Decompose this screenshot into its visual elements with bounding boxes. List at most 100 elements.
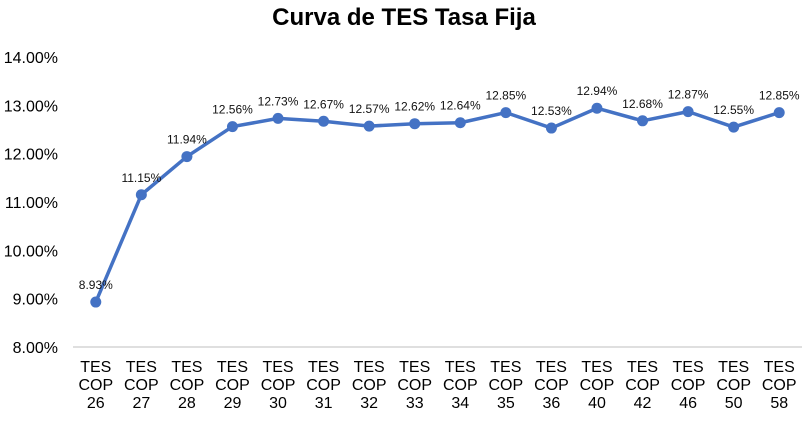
x-tick-label-line: TES xyxy=(262,359,293,376)
x-tick-label: TES COP 42 xyxy=(625,359,660,412)
y-tick-label: 13.00% xyxy=(4,98,58,115)
x-tick-label-line: TES xyxy=(581,359,612,376)
data-point xyxy=(318,115,330,127)
data-point xyxy=(90,296,102,308)
data-label: 12.85% xyxy=(485,89,526,103)
x-tick-label: TES COP 26 xyxy=(78,359,113,412)
data-point xyxy=(226,121,238,133)
x-tick-label-line: COP xyxy=(170,377,205,394)
x-tick-label-line: 58 xyxy=(770,395,788,412)
y-axis: 8.00% 9.00% 10.00% 11.00% 12.00% 13.00% 14.00% xyxy=(4,50,58,357)
data-label: 12.85% xyxy=(759,89,800,103)
x-tick-label-line: 36 xyxy=(543,395,561,412)
data-label: 12.53% xyxy=(531,104,572,118)
x-tick-label: TES COP 31 xyxy=(306,359,341,412)
y-tick-label: 14.00% xyxy=(4,50,58,67)
data-point xyxy=(409,118,421,130)
data-point xyxy=(773,107,785,119)
data-point xyxy=(454,117,466,129)
data-label: 12.73% xyxy=(258,94,299,108)
y-tick-label: 10.00% xyxy=(4,243,58,260)
y-tick-label: 12.00% xyxy=(4,147,58,164)
x-tick-label: TES COP 58 xyxy=(762,359,797,412)
x-tick-label: TES COP 35 xyxy=(489,359,524,412)
x-tick-label-line: COP xyxy=(306,377,341,394)
data-label: 12.57% xyxy=(349,102,390,116)
x-tick-label-line: COP xyxy=(124,377,159,394)
data-point xyxy=(500,107,512,119)
x-tick-label-line: TES xyxy=(490,359,521,376)
series-line xyxy=(94,106,781,304)
x-tick-label-line: TES xyxy=(171,359,202,376)
x-tick-label-line: COP xyxy=(671,377,706,394)
x-tick-label: TES COP 33 xyxy=(397,359,432,412)
data-label: 12.55% xyxy=(713,103,754,117)
data-label: 12.67% xyxy=(303,97,344,111)
x-tick-label: TES COP 50 xyxy=(716,359,751,412)
x-tick-label-line: COP xyxy=(534,377,569,394)
data-point xyxy=(135,189,147,201)
x-tick-label-line: 42 xyxy=(634,395,652,412)
x-tick-label-line: TES xyxy=(126,359,157,376)
x-tick-label-line: 35 xyxy=(497,395,515,412)
y-tick-label: 11.00% xyxy=(5,195,58,212)
x-tick-label-line: 50 xyxy=(725,395,743,412)
x-tick-label-line: COP xyxy=(78,377,113,394)
chart-title: Curva de TES Tasa Fija xyxy=(272,4,536,31)
x-tick-label-line: 33 xyxy=(406,395,424,412)
y-tick-label: 8.00% xyxy=(13,340,58,357)
data-label: 12.62% xyxy=(394,100,435,114)
x-tick-label-line: TES xyxy=(673,359,704,376)
data-point xyxy=(363,120,375,132)
x-tick-label-line: COP xyxy=(261,377,296,394)
x-tick-label-line: TES xyxy=(399,359,430,376)
data-point xyxy=(591,102,603,114)
x-tick-label: TES COP 27 xyxy=(124,359,159,412)
data-point xyxy=(728,121,740,133)
x-tick-label-line: COP xyxy=(489,377,524,394)
data-label: 12.64% xyxy=(440,99,481,113)
x-tick-label-line: COP xyxy=(397,377,432,394)
x-tick-label-line: COP xyxy=(580,377,615,394)
x-tick-label-line: 34 xyxy=(451,395,469,412)
x-tick-label: TES COP 46 xyxy=(671,359,706,412)
x-tick-label-line: TES xyxy=(627,359,658,376)
x-tick-label-line: COP xyxy=(625,377,660,394)
x-tick-label: TES COP 40 xyxy=(580,359,615,412)
x-tick-label-line: 27 xyxy=(132,395,150,412)
data-point xyxy=(272,112,284,124)
data-label: 12.94% xyxy=(577,84,618,98)
x-tick-label-line: TES xyxy=(354,359,385,376)
data-label: 12.87% xyxy=(668,88,709,102)
x-tick-label-line: TES xyxy=(308,359,339,376)
x-tick-label-line: COP xyxy=(443,377,478,394)
x-tick-label-line: 40 xyxy=(588,395,606,412)
x-tick-label-line: COP xyxy=(716,377,751,394)
x-tick-label-line: 31 xyxy=(315,395,333,412)
data-point xyxy=(545,122,557,134)
y-tick-label: 9.00% xyxy=(13,292,58,309)
x-tick-label-line: COP xyxy=(352,377,387,394)
x-tick-label: TES COP 30 xyxy=(261,359,296,412)
x-tick-label-line: TES xyxy=(80,359,111,376)
data-point xyxy=(682,106,694,118)
x-tick-label: TES COP 32 xyxy=(352,359,387,412)
x-tick-label: TES COP 36 xyxy=(534,359,569,412)
x-tick-label-line: COP xyxy=(215,377,250,394)
data-label: 8.93% xyxy=(79,278,113,292)
x-tick-label-line: 29 xyxy=(224,395,242,412)
x-tick-label-line: TES xyxy=(536,359,567,376)
x-tick-label-line: TES xyxy=(445,359,476,376)
data-label: 12.68% xyxy=(622,97,663,111)
data-label: 12.56% xyxy=(212,103,253,117)
x-tick-label-line: 26 xyxy=(87,395,105,412)
x-tick-label-line: TES xyxy=(217,359,248,376)
x-tick-label-line: 32 xyxy=(360,395,378,412)
x-tick-label-line: 30 xyxy=(269,395,287,412)
x-tick-label-line: TES xyxy=(718,359,749,376)
data-point xyxy=(181,151,193,163)
data-label: 11.15% xyxy=(121,171,161,185)
